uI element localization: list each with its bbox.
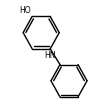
- Text: HO: HO: [20, 6, 31, 15]
- Text: HN: HN: [44, 51, 56, 60]
